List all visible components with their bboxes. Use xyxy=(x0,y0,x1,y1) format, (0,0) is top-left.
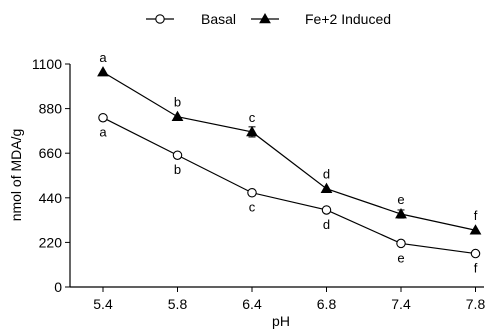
significance-label: d xyxy=(323,167,330,182)
legend: Basal Fe+2 Induced xyxy=(146,11,391,27)
series-fe2-induced: a b c d e f xyxy=(97,50,482,235)
data-point xyxy=(321,205,332,215)
y-tick-label: 220 xyxy=(39,234,63,250)
x-tick-label: 5.4 xyxy=(93,296,113,312)
data-point xyxy=(396,238,406,249)
legend-label: Fe+2 Induced xyxy=(305,11,391,27)
y-tick-label: 440 xyxy=(39,190,63,206)
data-point xyxy=(320,182,333,193)
x-tick-label: 7.8 xyxy=(466,296,486,312)
data-point xyxy=(469,224,482,235)
significance-label: a xyxy=(99,50,107,65)
x-tick-label: 6.4 xyxy=(242,296,262,312)
axes: 0 220 440 660 880 1100 5.4 5.8 6.4 6.8 7.4 7.8 xyxy=(32,56,486,312)
data-point xyxy=(470,248,481,259)
data-point xyxy=(172,150,183,160)
data-point xyxy=(395,208,407,219)
y-tick-label: 0 xyxy=(54,279,62,295)
data-point xyxy=(97,66,109,77)
significance-label: e xyxy=(397,192,404,207)
data-point xyxy=(247,187,257,198)
plot-area: a b c d e f a b c d e f xyxy=(97,50,482,276)
x-tick-label: 6.8 xyxy=(317,296,337,312)
series-line xyxy=(102,71,476,231)
y-tick-label: 660 xyxy=(39,145,63,161)
significance-label: c xyxy=(249,110,256,125)
data-point xyxy=(98,112,108,123)
legend-triangle-marker xyxy=(259,12,271,24)
significance-label: c xyxy=(249,200,256,215)
data-point xyxy=(171,110,184,122)
x-axis-label: pH xyxy=(272,313,290,329)
data-point xyxy=(246,125,258,137)
series-basal: a b c d e f xyxy=(98,112,481,276)
significance-label: d xyxy=(323,217,330,232)
significance-label: f xyxy=(474,208,478,223)
significance-label: a xyxy=(99,125,107,140)
series-line xyxy=(102,117,476,255)
significance-label: b xyxy=(174,162,181,177)
y-tick-label: 880 xyxy=(39,101,63,117)
significance-label: f xyxy=(474,261,478,276)
y-tick-label: 1100 xyxy=(32,56,62,72)
legend-circle-marker xyxy=(155,14,165,24)
significance-label: e xyxy=(397,250,404,265)
significance-label: b xyxy=(174,95,181,110)
y-axis-label: nmol of MDA/g xyxy=(8,129,24,222)
x-tick-label: 7.4 xyxy=(391,296,411,312)
x-tick-label: 5.8 xyxy=(168,296,188,312)
legend-label: Basal xyxy=(201,11,236,27)
